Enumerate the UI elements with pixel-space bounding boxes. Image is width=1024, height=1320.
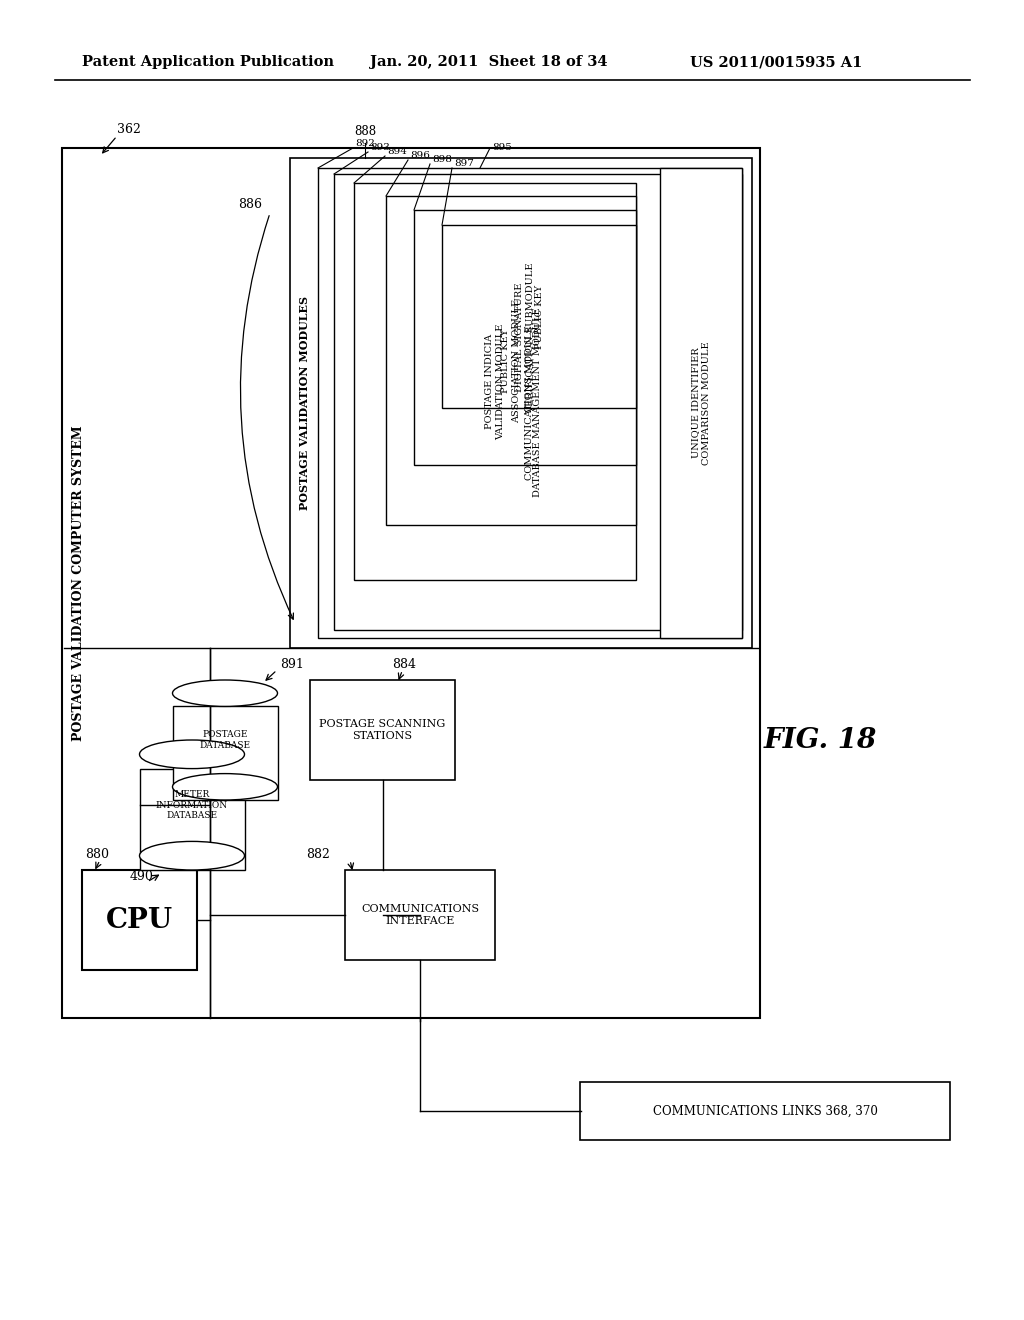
Text: 490: 490 — [130, 870, 154, 883]
Ellipse shape — [139, 841, 245, 870]
Bar — [442, 224, 636, 408]
Text: 892: 892 — [355, 139, 375, 148]
Bar — [334, 174, 742, 630]
Text: METER
INFORMATION
DATABASE: METER INFORMATION DATABASE — [156, 791, 228, 820]
Text: COMMUNICATIONS MODULE: COMMUNICATIONS MODULE — [525, 326, 535, 480]
Text: Jan. 20, 2011  Sheet 18 of 34: Jan. 20, 2011 Sheet 18 of 34 — [370, 55, 607, 69]
Bar — [172, 706, 278, 800]
Bar — [354, 183, 636, 579]
Bar — [580, 1082, 950, 1140]
Text: 884: 884 — [392, 657, 417, 671]
Bar — [318, 168, 742, 638]
Text: US 2011/0015935 A1: US 2011/0015935 A1 — [690, 55, 862, 69]
Text: POSTAGE INDICIA
VALIDATION MODULE: POSTAGE INDICIA VALIDATION MODULE — [485, 323, 505, 440]
Bar — [82, 870, 197, 970]
Bar — [310, 680, 455, 780]
Bar — [290, 158, 752, 648]
Text: 896: 896 — [410, 150, 430, 160]
Ellipse shape — [172, 680, 278, 706]
Bar — [345, 870, 495, 960]
Text: 898: 898 — [432, 154, 452, 164]
Text: 880: 880 — [85, 847, 109, 861]
Ellipse shape — [139, 741, 245, 768]
Text: UNIQUE IDENTIFIER
COMPARISON MODULE: UNIQUE IDENTIFIER COMPARISON MODULE — [691, 341, 711, 465]
Text: COMMUNICATIONS LINKS 368, 370: COMMUNICATIONS LINKS 368, 370 — [652, 1105, 878, 1118]
Text: DIGITAL SIGNATURE
VERIFICATION SUBMODULE: DIGITAL SIGNATURE VERIFICATION SUBMODULE — [515, 263, 535, 413]
Text: 891: 891 — [280, 657, 304, 671]
Bar — [62, 148, 760, 1018]
Text: FIG. 18: FIG. 18 — [763, 726, 877, 754]
Text: CPU: CPU — [105, 907, 173, 933]
Text: 893: 893 — [370, 143, 390, 152]
Text: POSTAGE VALIDATION COMPUTER SYSTEM: POSTAGE VALIDATION COMPUTER SYSTEM — [73, 425, 85, 741]
Text: 894: 894 — [387, 147, 407, 156]
Text: POSTAGE VALIDATION MODULES: POSTAGE VALIDATION MODULES — [299, 296, 309, 510]
Ellipse shape — [172, 774, 278, 800]
Text: 886: 886 — [238, 198, 262, 211]
Text: 888: 888 — [354, 125, 376, 139]
Text: POSTAGE SCANNING
STATIONS: POSTAGE SCANNING STATIONS — [319, 719, 445, 741]
Text: 897: 897 — [454, 158, 474, 168]
Text: 882: 882 — [306, 847, 330, 861]
Bar — [414, 210, 636, 465]
Bar — [386, 195, 636, 525]
Bar — [139, 768, 245, 870]
Bar — [660, 168, 742, 638]
Text: Patent Application Publication: Patent Application Publication — [82, 55, 334, 69]
Text: PUBLIC KEY: PUBLIC KEY — [535, 284, 544, 348]
Text: COMMUNICATIONS
INTERFACE: COMMUNICATIONS INTERFACE — [360, 904, 479, 925]
Text: 362: 362 — [117, 123, 141, 136]
Text: PUBLIC KEY
ASSOCIATION MODULE: PUBLIC KEY ASSOCIATION MODULE — [502, 298, 520, 422]
Text: POSTAGE
DATABASE: POSTAGE DATABASE — [200, 730, 251, 750]
Text: 895: 895 — [492, 143, 512, 152]
Text: DATABASE MANAGEMENT MODULE: DATABASE MANAGEMENT MODULE — [534, 308, 543, 496]
